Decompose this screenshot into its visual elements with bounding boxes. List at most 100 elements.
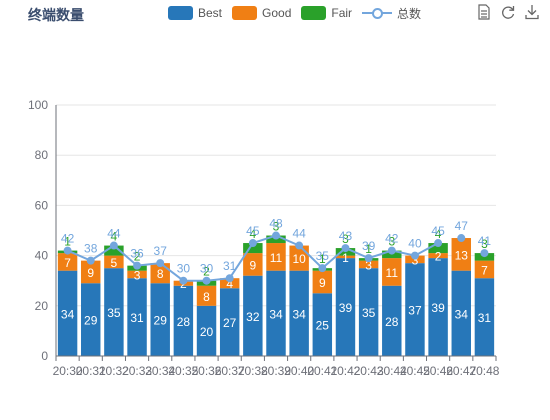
total-point [364,254,373,263]
save-image-icon[interactable] [524,4,540,20]
bar-best [312,293,333,356]
total-label: 42 [385,232,399,246]
total-point [156,259,165,268]
legend-swatch-good [232,6,258,20]
chart-title: 终端数量 [28,7,84,23]
data-view-icon[interactable] [476,4,492,20]
bar-label-best: 27 [223,316,237,330]
total-point [318,264,327,273]
x-tick-label: 20:45 [400,364,430,378]
bar-good [451,238,471,271]
total-point [387,246,396,255]
bar-best [243,275,263,356]
bar-good [474,260,495,279]
bar-good [81,260,101,284]
bar-good [196,285,217,306]
restore-icon[interactable] [500,4,516,20]
x-tick-label: 20:44 [377,364,407,378]
total-point [457,234,466,243]
bar-label-good: 3 [365,258,372,272]
x-tick-label: 20:30 [53,364,83,378]
bar-best [428,258,448,356]
bar-label-best: 28 [385,315,399,329]
bar-label-fair: 3 [481,237,488,251]
bar-label-good: 11 [386,266,399,280]
y-tick-label: 80 [35,148,49,162]
bar-best [289,270,309,356]
total-point [295,241,304,250]
bar-best [335,258,356,356]
bar-label-fair: 3 [342,232,349,246]
x-tick-label: 20:32 [99,364,129,378]
bar-label-good: 8 [157,267,164,281]
x-tick-label: 20:36 [192,364,222,378]
bar-best [57,270,78,356]
bar-label-best: 20 [200,325,214,339]
legend-swatch-total [362,6,393,20]
bar-label-best: 28 [177,315,191,329]
total-label: 48 [269,217,283,231]
bar-best [104,268,124,356]
bar-label-good: 4 [226,277,233,291]
bar-label-good: 3 [412,253,419,267]
total-point [341,244,350,253]
bar-label-good: 3 [134,268,141,282]
total-label: 47 [455,219,469,233]
legend-item-fair[interactable]: Fair [301,6,352,20]
total-point [179,276,188,285]
legend-item-good[interactable]: Good [232,6,291,20]
x-tick-label: 20:33 [122,364,152,378]
total-label: 35 [316,249,330,263]
x-tick-label: 20:40 [284,364,314,378]
y-tick-label: 0 [41,349,48,363]
bar-label-best: 34 [455,307,469,321]
x-tick-label: 20:48 [469,364,499,378]
total-label: 45 [431,224,445,238]
bar-label-best: 34 [292,307,306,321]
bar-label-best: 37 [408,304,422,318]
total-label: 40 [408,237,422,251]
bar-best [150,283,170,356]
legend-label-best: Best [198,6,223,20]
bar-label-good: 1 [342,251,349,265]
bar-label-fair: 1 [365,242,372,256]
bar-label-good: 9 [249,258,256,272]
x-tick-label: 20:41 [307,364,337,378]
legend-label-good: Good [262,6,292,20]
bar-good [266,243,286,271]
total-point [202,276,211,285]
bar-label-good: 13 [455,248,469,262]
bar-good [219,278,240,289]
total-label: 36 [130,247,144,261]
x-tick-label: 20:43 [354,364,384,378]
total-point [480,249,489,258]
bar-good [358,260,379,269]
bar-label-good: 7 [481,263,488,277]
legend-label-total: 总数 [397,6,422,21]
bar-label-good: 2 [435,250,442,264]
bar-best [358,268,379,356]
bar-label-good: 11 [270,251,283,265]
bar-good [57,253,78,271]
bar-label-fair: 3 [273,220,280,234]
legend-item-best[interactable]: Best [168,6,222,20]
x-tick-label: 20:31 [76,364,106,378]
total-label: 44 [107,227,121,241]
bar-label-best: 34 [269,307,283,321]
bar-good [312,270,333,294]
bar-label-best: 39 [431,301,445,315]
bar-best [474,278,495,356]
bar-label-good: 9 [319,276,326,290]
bar-best [405,263,425,356]
x-tick-label: 20:35 [168,364,198,378]
bar-label-good: 9 [87,266,94,280]
legend-swatch-best [168,6,193,20]
legend-item-total[interactable]: 总数 [362,5,421,22]
x-tick-label: 20:38 [238,364,268,378]
bar-label-good: 10 [292,252,306,266]
total-label: 30 [177,262,191,276]
chart-legend: Best Good Fair 总数 [168,3,431,23]
bar-label-fair: 1 [319,252,326,266]
total-label: 45 [246,224,260,238]
